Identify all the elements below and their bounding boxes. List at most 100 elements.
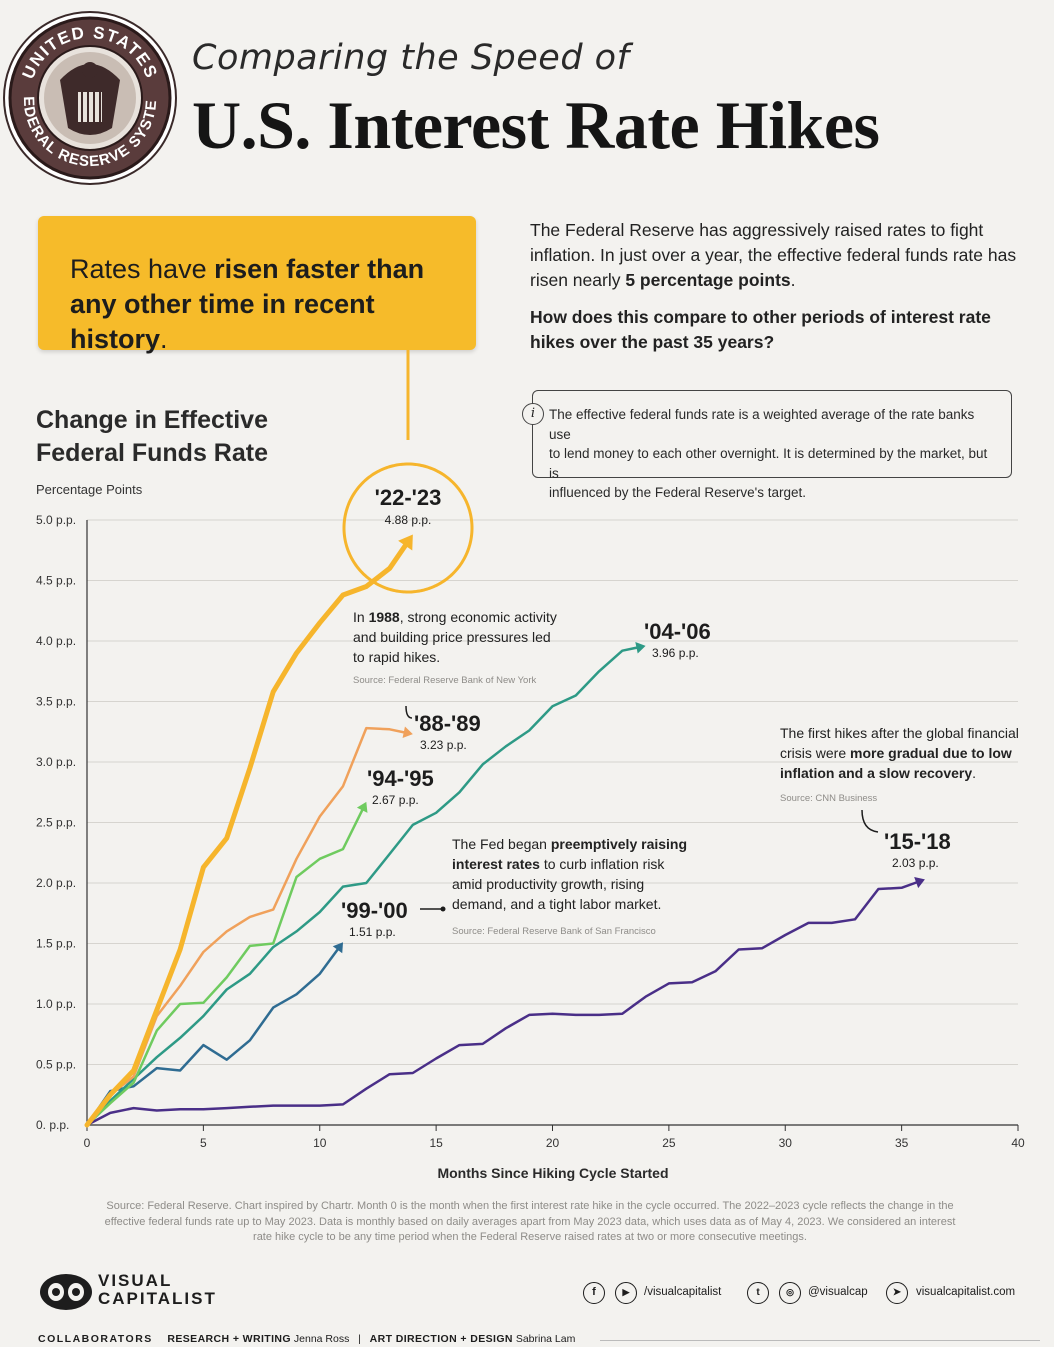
youtube-icon[interactable]: ▶	[615, 1282, 637, 1304]
annotation-9900-line4: demand, and a tight labor market.	[452, 896, 661, 912]
annotation-9900-line1: The Fed began preemptively raising	[452, 836, 687, 852]
label-1518-value: 2.03 p.p.	[892, 856, 939, 870]
label-1518-name: '15-'18	[884, 829, 951, 854]
collab-label: COLLABORATORS	[38, 1333, 153, 1345]
x-tick-label: 35	[895, 1136, 909, 1150]
y-tick-label: 3.5 p.p.	[36, 695, 76, 709]
info-box: i The effective federal funds rate is a …	[522, 390, 1012, 500]
research-writing-name: Jenna Ross	[293, 1333, 350, 1345]
visual-capitalist-logo-text: VISUAL CAPITALIST	[98, 1271, 217, 1308]
federal-reserve-seal: UNITED STATES FEDERAL RESERVE SYSTEM	[0, 8, 177, 185]
x-tick-label: 20	[546, 1136, 560, 1150]
intro-paragraph: The Federal Reserve has aggressively rai…	[530, 220, 1017, 290]
label-8889-value: 3.23 p.p.	[420, 738, 467, 752]
instagram-icon[interactable]: ◎	[779, 1282, 801, 1304]
label-8889-name: '88-'89	[414, 711, 481, 736]
y-tick-label: 5.0 p.p.	[36, 513, 76, 527]
y-tick-label: 4.5 p.p.	[36, 574, 76, 588]
collab-separator: |	[358, 1333, 361, 1345]
facebook-icon[interactable]: f	[583, 1282, 605, 1304]
annotation-1988-line1: In 1988, strong economic activity	[353, 609, 557, 625]
x-tick-label: 0	[84, 1136, 91, 1150]
series-arrowhead-'94-'95	[356, 801, 368, 813]
intro-bold: 5 percentage points	[625, 270, 791, 290]
series-line-'22-'23	[84, 541, 409, 1128]
pointer-8889	[405, 705, 413, 719]
label-2223-value: 4.88 p.p.	[385, 513, 432, 527]
visual-capitalist-logo-icon	[40, 1274, 92, 1310]
x-tick-label: 40	[1011, 1136, 1025, 1150]
series-arrowhead-'88-'89	[402, 726, 413, 739]
intro-text: The Federal Reserve has aggressively rai…	[530, 218, 1030, 367]
label-0406-value: 3.96 p.p.	[652, 646, 699, 660]
label-0406-name: '04-'06	[644, 619, 711, 644]
series-arrowhead-'22-'23	[398, 534, 413, 551]
intro-question: How does this compare to other periods o…	[530, 307, 991, 352]
y-tick-label: 3.0 p.p.	[36, 755, 76, 769]
label-9900-value: 1.51 p.p.	[349, 925, 396, 939]
callout-connector	[406, 350, 410, 440]
social-handle-visualcapitalist[interactable]: /visualcapitalist	[644, 1286, 722, 1298]
y-tick-label: 0.5 p.p.	[36, 1058, 76, 1072]
art-direction-name: Sabrina Lam	[515, 1333, 576, 1345]
callout-text: Rates have	[70, 254, 215, 284]
pointer-9900-dot	[440, 906, 446, 912]
series-arrowhead-'99-'00	[332, 942, 344, 954]
website-link[interactable]: visualcapitalist.com	[916, 1286, 1016, 1298]
annotation-9900-line3: amid productivity growth, rising	[452, 876, 644, 892]
series-line-'04-'06	[85, 646, 640, 1127]
y-tick-label: 2.5 p.p.	[36, 816, 76, 830]
series-arrowhead-'04-'06	[635, 641, 646, 654]
annotation-9900-source: Source: Federal Reserve Bank of San Fran…	[452, 926, 656, 937]
callout-bold: risen faster than any other time in rece…	[70, 254, 425, 354]
series-line-'94-'95	[85, 807, 365, 1127]
annotation-9900-line2: interest rates to curb inflation risk	[452, 856, 665, 872]
y-tick-label: 1.5 p.p.	[36, 937, 76, 951]
twitter-icon[interactable]: t	[747, 1282, 769, 1304]
y-tick-label: 1.0 p.p.	[36, 997, 76, 1011]
series-line-'15-'18	[85, 880, 919, 1127]
annotation-1988-source: Source: Federal Reserve Bank of New York	[353, 675, 536, 686]
page-title: U.S. Interest Rate Hikes	[192, 87, 880, 163]
key-callout: Rates have risen faster than any other t…	[38, 216, 476, 354]
line-chart: 0. p.p. 0.5 p.p. 1.0 p.p. 1.5 p.p. 2.0 p.p. 2…	[36, 462, 1025, 1181]
series-arrowhead-'15-'18	[914, 877, 925, 889]
y-axis-label: Percentage Points	[36, 482, 143, 497]
annotation-1518-source: Source: CNN Business	[780, 793, 877, 804]
source-footnote: Source: Federal Reserve. Chart inspired …	[104, 1200, 956, 1243]
x-tick-label: 10	[313, 1136, 327, 1150]
highlight-circle	[342, 462, 474, 594]
art-direction-label: ART DIRECTION + DESIGN	[369, 1333, 513, 1345]
footer-divider	[600, 1340, 1040, 1341]
info-line-1: The effective federal funds rate is a we…	[549, 407, 975, 442]
y-tick-label: 0. p.p.	[36, 1118, 69, 1132]
x-tick-label: 15	[429, 1136, 443, 1150]
subtitle: Comparing the Speed of	[192, 38, 630, 78]
collaborators: COLLABORATORS RESEARCH + WRITING Jenna R…	[38, 1333, 575, 1345]
social-handle-visualcap[interactable]: @visualcap	[808, 1286, 868, 1298]
pointer-1518	[861, 809, 879, 833]
info-icon: i	[522, 403, 544, 425]
info-line-2: to lend money to each other overnight. I…	[549, 446, 988, 481]
label-9495-value: 2.67 p.p.	[372, 793, 419, 807]
annotation-1518-line2: crisis were more gradual due to low	[780, 745, 1012, 761]
x-tick-label: 5	[200, 1136, 207, 1150]
annotation-1988-line3: to rapid hikes.	[353, 649, 440, 665]
chart-title: Change in Effective Federal Funds Rate	[36, 406, 268, 467]
x-tick-label: 25	[662, 1136, 676, 1150]
annotation-1518-line3: inflation and a slow recovery.	[780, 765, 976, 781]
info-line-3: influenced by the Federal Reserve's targ…	[549, 485, 806, 500]
cursor-icon[interactable]: ➤	[886, 1282, 908, 1304]
research-writing-label: RESEARCH + WRITING	[167, 1333, 291, 1345]
x-axis-label: Months Since Hiking Cycle Started	[437, 1165, 668, 1181]
label-2223-name: '22-'23	[375, 485, 442, 510]
label-9495-name: '94-'95	[367, 766, 434, 791]
label-9900-name: '99-'00	[341, 898, 408, 923]
annotation-1988-line2: and building price pressures led	[353, 629, 551, 645]
x-tick-label: 30	[779, 1136, 793, 1150]
callout-end: .	[160, 324, 168, 354]
y-tick-label: 2.0 p.p.	[36, 876, 76, 890]
y-tick-label: 4.0 p.p.	[36, 634, 76, 648]
series-line-'99-'00	[85, 947, 340, 1127]
annotation-1518-line1: The first hikes after the global financi…	[780, 725, 1019, 741]
